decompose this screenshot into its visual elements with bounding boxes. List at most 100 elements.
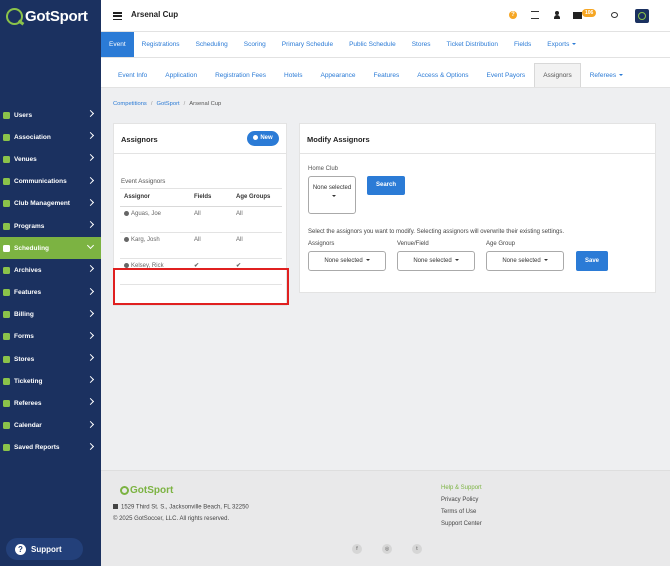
chevron-icon	[86, 132, 95, 140]
help-icon[interactable]: ?	[509, 11, 517, 19]
chevron-icon	[86, 331, 95, 339]
ticketing-icon	[3, 377, 10, 385]
age-groups-cell: All	[232, 232, 282, 259]
list-icon[interactable]	[531, 11, 539, 19]
subtab-access-options[interactable]: Access & Options	[417, 72, 469, 79]
gotsport-logo[interactable]: GotSport	[6, 6, 88, 26]
caret-icon	[454, 259, 459, 262]
subtab-hotels[interactable]: Hotels	[284, 72, 303, 79]
twitter-icon[interactable]: t	[412, 544, 422, 554]
tab-exports[interactable]: Exports	[539, 32, 584, 57]
age-group-dropdown[interactable]: None selected	[486, 251, 564, 271]
remove-icon[interactable]	[124, 236, 129, 242]
programs-icon	[3, 222, 10, 230]
footer: GotSport 1529 Third St. S., Jacksonville…	[101, 470, 670, 566]
caret-icon	[331, 195, 336, 198]
menu-icon[interactable]	[113, 12, 122, 22]
logo-icon	[120, 486, 129, 495]
chevron-icon	[86, 376, 95, 384]
venue-select-label: Venue/Field	[397, 241, 429, 247]
chevron-icon	[86, 176, 95, 184]
facebook-icon[interactable]: f	[352, 544, 362, 554]
subtab-referees[interactable]: Referees	[581, 63, 632, 87]
tab-primary-schedule[interactable]: Primary Schedule	[281, 41, 334, 48]
tab-registrations[interactable]: Registrations	[141, 41, 180, 48]
fields-cell: All	[190, 232, 232, 259]
event-title: Arsenal Cup	[131, 10, 179, 19]
sidebar-item-calendar[interactable]: Calendar	[0, 415, 101, 437]
venue-dropdown[interactable]: None selected	[397, 251, 475, 271]
sidebar-item-billing[interactable]: Billing	[0, 304, 101, 326]
tab-fields[interactable]: Fields	[513, 41, 532, 48]
breadcrumb-gotsport[interactable]: GotSport	[156, 101, 180, 107]
sidebar-item-referees[interactable]: Referees	[0, 392, 101, 414]
footer-address: 1529 Third St. S., Jacksonville Beach, F…	[113, 504, 249, 511]
users-icon	[3, 111, 10, 119]
stores-icon	[3, 355, 10, 363]
support-button[interactable]: ? Support	[6, 538, 83, 560]
chevron-icon	[86, 309, 95, 317]
remove-icon[interactable]	[124, 210, 129, 216]
chevron-icon	[86, 354, 95, 362]
sidebar-item-club-management[interactable]: Club Management	[0, 193, 101, 215]
breadcrumb-competitions[interactable]: Competitions	[113, 101, 147, 107]
subtab-event-payors[interactable]: Event Payors	[486, 72, 526, 79]
instagram-icon[interactable]: ◎	[382, 544, 392, 554]
table-row: Karg, Josh All All	[120, 232, 282, 259]
event-assignors-label: Event Assignors	[121, 178, 166, 185]
assignors-dropdown[interactable]: None selected	[308, 251, 386, 271]
communications-icon	[3, 178, 10, 186]
footer-links: Help & Support Privacy Policy Terms of U…	[441, 482, 482, 530]
referees-icon	[3, 400, 10, 408]
sidebar-item-saved-reports[interactable]: Saved Reports	[0, 437, 101, 459]
tab-ticket-distribution[interactable]: Ticket Distribution	[446, 41, 498, 48]
sidebar-item-association[interactable]: Association	[0, 126, 101, 148]
footer-link-privacy[interactable]: Privacy Policy	[441, 497, 479, 503]
tab-event[interactable]: Event	[101, 32, 134, 57]
user-icon[interactable]	[553, 11, 561, 19]
tab-scoring[interactable]: Scoring	[243, 41, 266, 48]
subtab-event-info[interactable]: Event Info	[118, 72, 148, 79]
save-button[interactable]: Save	[576, 251, 608, 271]
footer-link-terms[interactable]: Terms of Use	[441, 509, 477, 515]
help-icon: ?	[15, 543, 26, 555]
new-assignor-button[interactable]: New	[247, 131, 279, 146]
sidebar-item-communications[interactable]: Communications	[0, 171, 101, 193]
modify-panel-header: Modify Assignors	[300, 124, 655, 154]
sidebar-item-features[interactable]: Features	[0, 282, 101, 304]
sidebar-item-archives[interactable]: Archives	[0, 259, 101, 281]
assignors-panel-header: Assignors New	[114, 124, 286, 154]
chat-icon[interactable]	[611, 12, 618, 18]
notification-badge: 106	[582, 9, 597, 17]
subtab-registration-fees[interactable]: Registration Fees	[215, 72, 267, 79]
mail-icon[interactable]	[573, 12, 582, 19]
sidebar-item-users[interactable]: Users	[0, 104, 101, 126]
sidebar-item-venues[interactable]: Venues	[0, 148, 101, 170]
remove-icon[interactable]	[124, 262, 129, 268]
footer-link-support[interactable]: Support Center	[441, 521, 482, 527]
tab-public-schedule[interactable]: Public Schedule	[349, 41, 396, 48]
subtab-appearance[interactable]: Appearance	[320, 72, 356, 79]
search-button[interactable]: Search	[367, 176, 405, 195]
scheduling-icon	[3, 244, 10, 252]
venues-icon	[3, 155, 10, 163]
tab-scheduling[interactable]: Scheduling	[195, 41, 228, 48]
sidebar-item-ticketing[interactable]: Ticketing	[0, 370, 101, 392]
subtab-application[interactable]: Application	[165, 72, 198, 79]
footer-link-help[interactable]: Help & Support	[441, 485, 482, 491]
sidebar-item-stores[interactable]: Stores	[0, 348, 101, 370]
sidebar-item-forms[interactable]: Forms	[0, 326, 101, 348]
sidebar-item-scheduling[interactable]: Scheduling	[0, 237, 101, 260]
sidebar-item-programs[interactable]: Programs	[0, 215, 101, 237]
subtab-features[interactable]: Features	[373, 72, 400, 79]
subtab-assignors[interactable]: Assignors	[534, 63, 581, 87]
logo-icon	[6, 7, 23, 25]
tab-stores[interactable]: Stores	[411, 41, 431, 48]
caret-icon	[543, 259, 548, 262]
home-club-select[interactable]: None selected	[308, 176, 356, 214]
org-logo-icon[interactable]	[635, 9, 649, 23]
footer-logo: GotSport	[120, 485, 173, 496]
plus-icon	[253, 134, 259, 140]
chevron-icon	[86, 154, 95, 162]
sidebar-menu: Users Association Venues Communications Club…	[0, 104, 101, 459]
